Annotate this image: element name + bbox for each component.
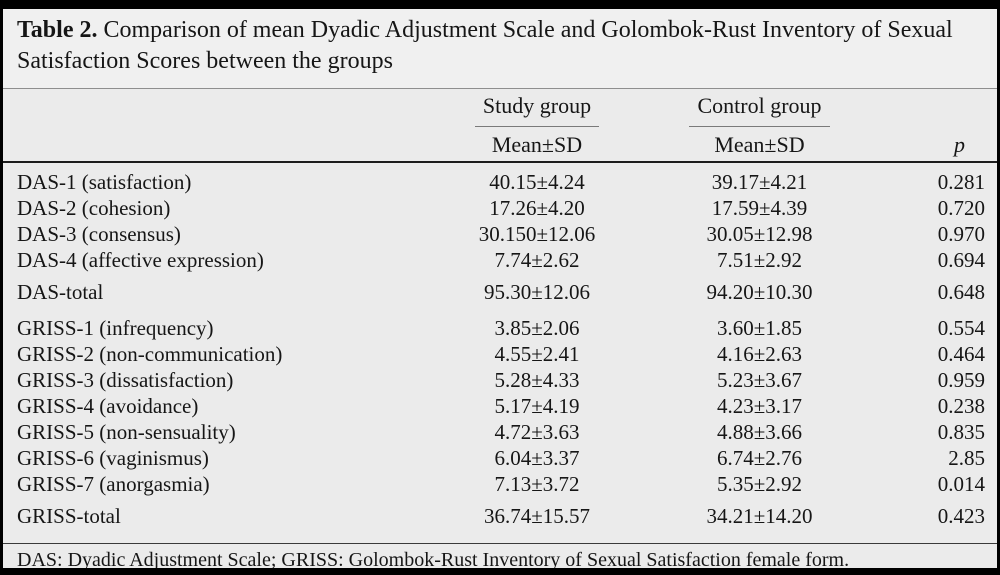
table-row: GRISS-6 (vaginismus) 6.04±3.37 6.74±2.76…: [3, 445, 997, 471]
control-mean-sd: 3.60±1.85: [716, 316, 803, 340]
row-label: GRISS-4 (avoidance): [17, 394, 199, 418]
study-mean-sd: 36.74±15.57: [483, 504, 591, 528]
table-row: DAS-1 (satisfaction) 40.15±4.24 39.17±4.…: [3, 169, 997, 195]
p-value: 0.720: [937, 196, 985, 220]
control-group-header-cell: Control group: [627, 93, 892, 127]
row-label: GRISS-total: [17, 504, 121, 528]
row-label: DAS-2 (cohesion): [17, 196, 171, 220]
control-mean-sd: 34.21±14.20: [706, 504, 813, 528]
table-row: DAS-3 (consensus) 30.150±12.06 30.05±12.…: [3, 221, 997, 247]
study-mean-sd: 5.28±4.33: [494, 368, 580, 392]
rule-below-title: [3, 88, 997, 89]
table-row: GRISS-total 36.74±15.57 34.21±14.20 0.42…: [3, 503, 997, 529]
table-row: GRISS-3 (dissatisfaction) 5.28±4.33 5.23…: [3, 367, 997, 393]
control-mean-sd: 7.51±2.92: [716, 248, 803, 272]
p-value: 0.959: [937, 368, 985, 392]
row-label: DAS-total: [17, 280, 104, 304]
p-value: 0.554: [937, 316, 985, 340]
row-label: DAS-3 (consensus): [17, 222, 181, 246]
p-value: 0.238: [937, 394, 985, 418]
rule-below-header: [3, 161, 997, 163]
section-das-subscales: DAS-1 (satisfaction) 40.15±4.24 39.17±4.…: [3, 169, 997, 273]
study-mean-sd: 30.150±12.06: [478, 222, 596, 246]
p-value: 0.281: [937, 170, 985, 194]
row-label: DAS-4 (affective expression): [17, 248, 264, 272]
row-label: GRISS-5 (non-sensuality): [17, 420, 236, 444]
table-title: Table 2. Comparison of mean Dyadic Adjus…: [3, 9, 997, 88]
subheader-row: Mean±SD Mean±SD p: [3, 127, 997, 161]
table-row: DAS-total 95.30±12.06 94.20±10.30 0.648: [3, 279, 997, 305]
table-row: GRISS-4 (avoidance) 5.17±4.19 4.23±3.17 …: [3, 393, 997, 419]
study-mean-sd-header: Mean±SD: [491, 132, 583, 157]
study-mean-sd: 6.04±3.37: [494, 446, 580, 470]
table-row: GRISS-5 (non-sensuality) 4.72±3.63 4.88±…: [3, 419, 997, 445]
p-value: 0.014: [937, 472, 985, 496]
study-mean-sd: 4.55±2.41: [494, 342, 580, 366]
table-title-text: Comparison of mean Dyadic Adjustment Sca…: [17, 17, 953, 74]
study-group-header: Study group: [474, 93, 600, 127]
study-mean-sd: 4.72±3.63: [494, 420, 580, 444]
p-value: 2.85: [948, 446, 985, 470]
control-mean-sd-header: Mean±SD: [714, 132, 805, 157]
table-body: DAS-1 (satisfaction) 40.15±4.24 39.17±4.…: [3, 163, 997, 543]
control-mean-sd: 5.35±2.92: [716, 472, 803, 496]
row-label: DAS-1 (satisfaction): [17, 170, 192, 194]
table-number-label: Table 2.: [17, 17, 98, 43]
table-row: GRISS-1 (infrequency) 3.85±2.06 3.60±1.8…: [3, 315, 997, 341]
p-value: 0.835: [937, 420, 985, 444]
table-row: GRISS-7 (anorgasmia) 7.13±3.72 5.35±2.92…: [3, 471, 997, 497]
study-mean-sd: 3.85±2.06: [494, 316, 580, 340]
study-mean-sd: 17.26±4.20: [489, 196, 585, 220]
control-mean-sd: 6.74±2.76: [716, 446, 803, 470]
control-mean-sd: 17.59±4.39: [711, 196, 808, 220]
control-mean-sd: 4.16±2.63: [716, 342, 803, 366]
row-label: GRISS-7 (anorgasmia): [17, 472, 210, 496]
p-value: 0.464: [937, 342, 985, 366]
table-row: DAS-2 (cohesion) 17.26±4.20 17.59±4.39 0…: [3, 195, 997, 221]
control-group-header: Control group: [689, 93, 830, 127]
study-group-header-cell: Study group: [447, 93, 627, 127]
table-row: DAS-4 (affective expression) 7.74±2.62 7…: [3, 247, 997, 273]
control-mean-sd: 5.23±3.67: [716, 368, 803, 392]
table-footnote: DAS: Dyadic Adjustment Scale; GRISS: Gol…: [17, 549, 850, 571]
p-value: 0.648: [937, 280, 985, 304]
control-mean-sd: 39.17±4.21: [711, 170, 808, 194]
p-value: 0.970: [937, 222, 985, 246]
row-label: GRISS-1 (infrequency): [17, 316, 214, 340]
row-label: GRISS-6 (vaginismus): [17, 446, 209, 470]
study-mean-sd: 40.15±4.24: [489, 170, 585, 194]
control-mean-sd: 30.05±12.98: [706, 222, 813, 246]
p-value: 0.694: [937, 248, 985, 272]
table-row: GRISS-2 (non-communication) 4.55±2.41 4.…: [3, 341, 997, 367]
study-mean-sd: 5.17±4.19: [494, 394, 580, 418]
section-das-total: DAS-total 95.30±12.06 94.20±10.30 0.648: [3, 279, 997, 305]
section-griss-total: GRISS-total 36.74±15.57 34.21±14.20 0.42…: [3, 503, 997, 529]
control-mean-sd: 94.20±10.30: [706, 280, 813, 304]
row-label: GRISS-3 (dissatisfaction): [17, 368, 234, 392]
study-mean-sd: 95.30±12.06: [483, 280, 591, 304]
control-mean-sd: 4.88±3.66: [716, 420, 803, 444]
section-griss-subscales: GRISS-1 (infrequency) 3.85±2.06 3.60±1.8…: [3, 315, 997, 497]
study-mean-sd: 7.74±2.62: [494, 248, 580, 272]
control-mean-sd: 4.23±3.17: [716, 394, 803, 418]
row-label: GRISS-2 (non-communication): [17, 342, 283, 366]
rule-above-footnote: [3, 543, 997, 544]
study-mean-sd: 7.13±3.72: [494, 472, 580, 496]
p-column-header: p: [954, 132, 965, 157]
group-header-row: Study group Control group: [3, 89, 997, 127]
p-value: 0.423: [937, 504, 985, 528]
